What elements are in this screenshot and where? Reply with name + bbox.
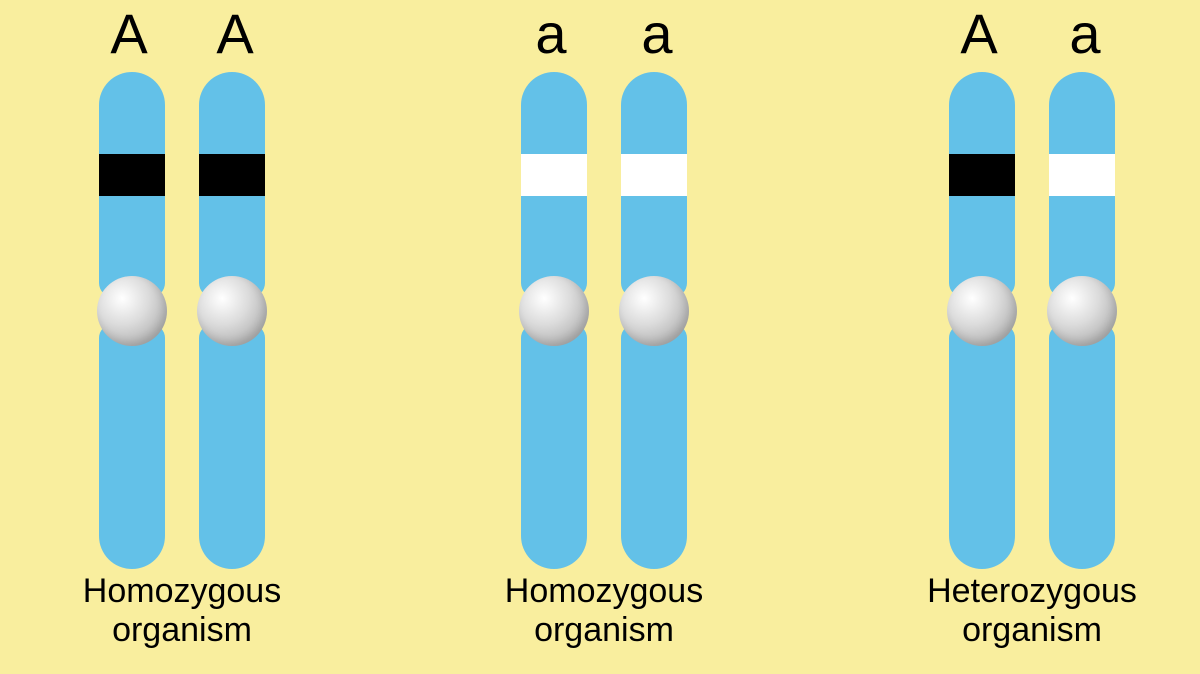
caption-line: Homozygous	[62, 572, 302, 611]
centromere-icon	[519, 276, 589, 346]
allele-label: a	[1055, 6, 1115, 62]
chromosome-long-arm	[621, 324, 687, 569]
allele-label: A	[205, 6, 265, 62]
allele-band	[621, 154, 687, 196]
chromosome	[949, 72, 1015, 566]
caption-line: Homozygous	[484, 572, 724, 611]
chromosome-long-arm	[99, 324, 165, 569]
chromosome-long-arm	[1049, 324, 1115, 569]
centromere-icon	[619, 276, 689, 346]
allele-label: A	[949, 6, 1009, 62]
chromosome	[199, 72, 265, 566]
chromosome-group-homozygous-recessive: a a Homozygous organism	[484, 0, 724, 650]
chromosome	[99, 72, 165, 566]
chromosome-long-arm	[521, 324, 587, 569]
allele-band	[99, 154, 165, 196]
centromere-icon	[197, 276, 267, 346]
group-caption: Homozygous organism	[484, 572, 724, 650]
centromere-icon	[1047, 276, 1117, 346]
caption-line: Heterozygous	[912, 572, 1152, 611]
chromosome	[521, 72, 587, 566]
allele-label: A	[99, 6, 159, 62]
caption-line: organism	[484, 611, 724, 650]
chromosome	[1049, 72, 1115, 566]
allele-labels: A a	[912, 6, 1152, 62]
allele-band	[521, 154, 587, 196]
diagram-canvas: A A Homozygous organism a a	[0, 0, 1200, 674]
allele-band	[1049, 154, 1115, 196]
centromere-icon	[947, 276, 1017, 346]
chromosome-pair	[912, 72, 1152, 566]
chromosome-long-arm	[949, 324, 1015, 569]
centromere-icon	[97, 276, 167, 346]
chromosome-group-heterozygous: A a Heterozygous organism	[912, 0, 1152, 650]
chromosome-group-homozygous-dominant: A A Homozygous organism	[62, 0, 302, 650]
allele-band	[949, 154, 1015, 196]
chromosome-pair	[484, 72, 724, 566]
chromosome-pair	[62, 72, 302, 566]
allele-label: a	[521, 6, 581, 62]
group-caption: Heterozygous organism	[912, 572, 1152, 650]
allele-labels: a a	[484, 6, 724, 62]
caption-line: organism	[912, 611, 1152, 650]
allele-band	[199, 154, 265, 196]
allele-label: a	[627, 6, 687, 62]
chromosome-long-arm	[199, 324, 265, 569]
group-caption: Homozygous organism	[62, 572, 302, 650]
allele-labels: A A	[62, 6, 302, 62]
caption-line: organism	[62, 611, 302, 650]
chromosome	[621, 72, 687, 566]
